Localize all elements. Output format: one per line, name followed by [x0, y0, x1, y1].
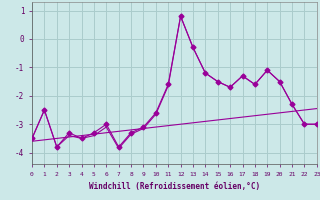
X-axis label: Windchill (Refroidissement éolien,°C): Windchill (Refroidissement éolien,°C)	[89, 182, 260, 191]
